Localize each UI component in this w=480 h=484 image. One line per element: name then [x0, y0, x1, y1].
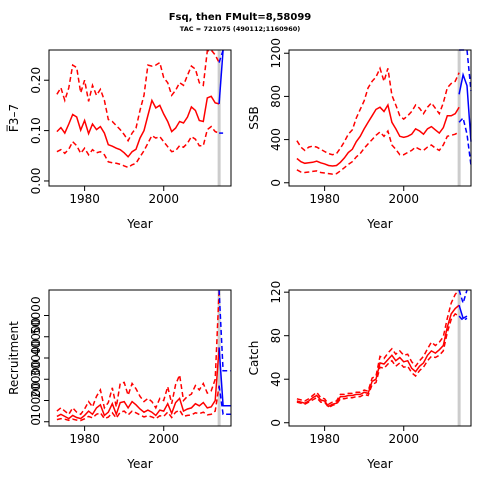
y-tick-label: 400: [269, 128, 283, 151]
y-axis-label: Catch: [247, 341, 261, 376]
x-axis-label: Year: [126, 457, 152, 471]
x-tick-label: 1980: [69, 432, 100, 446]
x-axis-label: Year: [126, 217, 152, 231]
x-tick-label: 1980: [69, 192, 100, 206]
historic-lower-bound-line: [296, 129, 460, 175]
plot-frame: [48, 49, 232, 187]
panel-bottom-left: 1980 200001000020000300004000050000YearRe…: [7, 289, 232, 471]
y-tick-label: 0.00: [29, 168, 43, 195]
y-tick-label: 0.10: [29, 117, 43, 144]
plot-frame: [48, 289, 232, 427]
forecast-median-line: [458, 304, 468, 320]
historic-median-line: [56, 347, 220, 420]
x-tick-label: 2000: [148, 432, 179, 446]
y-tick-label: 120: [269, 281, 283, 304]
y-tick-label: 30000: [29, 339, 43, 377]
y-tick-label: 1200: [269, 38, 283, 69]
historic-lower-bound-line: [296, 312, 460, 409]
y-tick-label: 800: [269, 85, 283, 108]
x-tick-label: 1980: [309, 432, 340, 446]
forecast-upper-bound-line: [218, 289, 231, 372]
historic-upper-bound-line: [296, 289, 460, 406]
y-tick-label: 0: [269, 419, 283, 427]
chart-subtitle: TAC = 721075 (490112;1160960): [180, 25, 300, 33]
historic-upper-bound-line: [296, 66, 460, 156]
x-axis-label: Year: [366, 217, 392, 231]
historic-lower-bound-line: [56, 385, 220, 422]
y-tick-label: 20000: [29, 360, 43, 398]
historic-median-line: [56, 95, 220, 158]
x-tick-label: 2000: [388, 432, 419, 446]
forecast-median-line: [218, 49, 224, 104]
y-tick-label: 50000: [29, 296, 43, 334]
forecast-median-line: [218, 347, 231, 407]
panel-bottom-right: 1980 2000 0 40 80 120 Year Catch: [247, 281, 472, 471]
plot-frame: [288, 49, 472, 187]
x-tick-label: 1980: [309, 192, 340, 206]
y-tick-label: 80: [269, 328, 283, 343]
panel-top-left: 1980 2000 0.00 0.10 0.20 Year F̅3–7: [6, 49, 232, 231]
y-axis-label: Recruitment: [7, 321, 21, 395]
forecast-lower-bound-line: [218, 385, 231, 416]
forecast-median-line: [458, 72, 472, 142]
historic-upper-bound-line: [56, 49, 220, 143]
historic-median-line: [296, 103, 460, 167]
x-tick-label: 2000: [148, 192, 179, 206]
x-axis-label: Year: [366, 457, 392, 471]
y-tick-label: 40000: [29, 318, 43, 356]
forecast-upper-bound-line: [458, 289, 468, 306]
plot-frame: [288, 289, 472, 427]
panel-top-right: 1980 2000 0 400 800 1200 Year SSB: [247, 38, 472, 231]
y-axis-label: SSB: [247, 106, 261, 129]
forecast-lower-bound-line: [458, 116, 472, 166]
y-axis-label: F̅3–7: [6, 104, 21, 132]
y-tick-label: 10000: [29, 381, 43, 419]
chart-title: Fsq, then FMult=8,58099: [169, 12, 312, 23]
y-tick-label: 40: [269, 372, 283, 387]
forecast-lower-bound-line: [458, 315, 468, 322]
historic-median-line: [296, 304, 460, 408]
historic-upper-bound-line: [56, 289, 220, 416]
historic-lower-bound-line: [56, 125, 220, 169]
x-tick-label: 2000: [388, 192, 419, 206]
y-tick-label: 0: [29, 418, 43, 426]
y-tick-label: 0.20: [29, 67, 43, 94]
y-tick-label: 0: [269, 179, 283, 187]
